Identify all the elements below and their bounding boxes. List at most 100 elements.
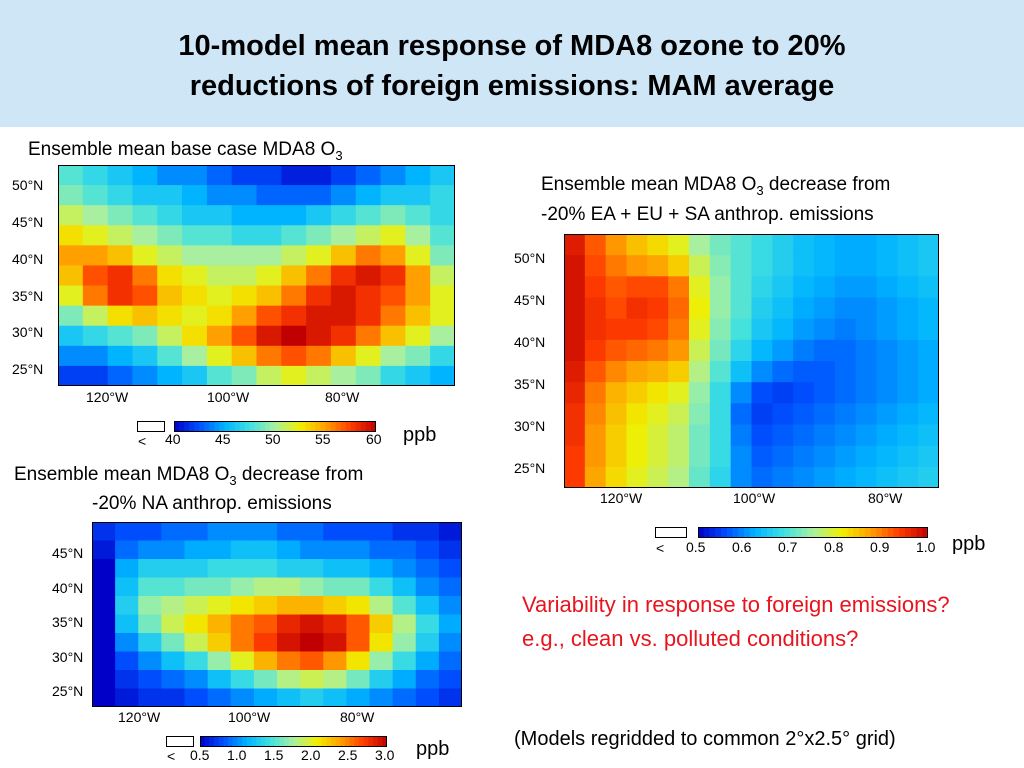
panel1-colorbar	[174, 421, 376, 432]
panel3-colorbar-swatch	[801, 527, 808, 538]
panel3-heatmap-cell	[876, 297, 898, 320]
panel2-heatmap-cell	[392, 633, 417, 653]
panel3-heatmap-cell	[793, 361, 815, 383]
panel2-colorbar-tick: 1.0	[227, 747, 247, 763]
panel1-heatmap-cell	[107, 345, 134, 367]
panel3-heatmap-cell	[605, 234, 628, 256]
panel1-heatmap-cell	[206, 285, 233, 307]
panel1-heatmap-cell	[330, 305, 357, 327]
panel1-heatmap-cell	[380, 345, 406, 367]
panel3-heatmap-cell	[918, 276, 939, 299]
panel1-heatmap-cell	[206, 205, 233, 226]
panel2-heatmap-cell	[323, 633, 347, 653]
panel2-heatmap-cell	[300, 596, 324, 616]
panel3-colorbar-swatch	[864, 527, 871, 538]
panel3-colorbar-frame	[698, 527, 928, 538]
panel2-heatmap-cell	[253, 633, 278, 653]
panel2-heatmap-cell	[115, 540, 139, 560]
panel3-heatmap-cell	[814, 361, 836, 383]
panel2-colorbar-swatch	[330, 736, 337, 747]
panel1-heatmap-cell	[430, 225, 455, 246]
panel2-caption: Ensemble mean MDA8 O3 decrease from	[14, 462, 363, 494]
panel3-colorbar-swatch	[922, 527, 928, 538]
panel3-heatmap-cell	[668, 234, 690, 256]
panel1-heatmap-cell	[231, 225, 258, 246]
panel1-colorbar-below-box	[137, 421, 165, 432]
panel3-heatmap-cell	[751, 445, 773, 468]
panel1-colorbar-below-label: <	[138, 433, 147, 449]
panel1-heatmap-cell	[82, 285, 109, 307]
panel1-colorbar-swatch	[285, 421, 291, 432]
panel2-heatmap-cell	[115, 688, 139, 707]
panel3-colorbar-swatch	[738, 527, 745, 538]
panel2-heatmap-cell	[138, 688, 162, 707]
panel1-heatmap-cell	[430, 265, 455, 287]
panel2-heatmap-cell	[369, 670, 394, 690]
panel2-heatmap-cell	[207, 540, 232, 560]
panel2-heatmap-cell	[415, 633, 440, 653]
panel1-colorbar-swatch	[320, 421, 326, 432]
panel2-heatmap-cell	[161, 688, 186, 707]
panel3-heatmap-cell	[668, 466, 690, 488]
panel2-heatmap-cell	[253, 688, 278, 707]
panel1-heatmap-cell	[58, 305, 84, 327]
panel1-heatmap-cell	[430, 205, 455, 226]
panel3-heatmap-cell	[730, 424, 753, 447]
panel3-heatmap-cell	[564, 276, 586, 299]
panel1-heatmap-cell	[330, 185, 357, 206]
panel3-heatmap-cell	[834, 339, 857, 362]
panel3-heatmap-cell	[730, 445, 753, 468]
panel1-heatmap-cell	[380, 305, 406, 327]
panel1-heatmap-cell	[281, 345, 307, 367]
panel2-heatmap-cell	[323, 522, 347, 542]
panel2-heatmap-cell	[415, 688, 440, 707]
panel1-caption: Ensemble mean base case MDA8 O3	[28, 137, 343, 169]
panel1-heatmap-cell	[132, 345, 158, 367]
panel3-colorbar-swatch	[778, 527, 785, 538]
panel1-heatmap-cell	[430, 305, 455, 327]
panel1-xtick: 80°W	[325, 389, 360, 405]
panel3-ytick: 50°N	[514, 250, 546, 266]
panel3-heatmap-cell	[730, 276, 753, 299]
panel3-heatmap-cell	[626, 382, 648, 404]
panel1-heatmap-cell	[231, 345, 258, 367]
panel3-heatmap-cell	[793, 466, 815, 488]
panel3-ytick: 25°N	[514, 460, 546, 476]
panel3-colorbar-swatch	[905, 527, 912, 538]
panel3-heatmap-cell	[855, 297, 878, 320]
panel3-colorbar	[698, 527, 928, 538]
panel3-heatmap-cell	[584, 466, 607, 488]
panel3-heatmap-cell	[689, 445, 711, 468]
panel3-heatmap-cell	[689, 361, 711, 383]
panel3-heatmap-cell	[709, 403, 732, 426]
regrid-note: (Models regridded to common 2°x2.5° grid…	[514, 728, 896, 750]
panel2-heatmap-cell	[277, 651, 301, 671]
panel2-ytick: 40°N	[52, 580, 84, 596]
panel3-heatmap-cell	[626, 403, 648, 426]
panel3-colorbar-swatch	[726, 527, 733, 538]
panel3-heatmap-cell	[834, 318, 857, 341]
panel2-heatmap-cell	[277, 614, 301, 634]
panel1-heatmap-cell	[281, 205, 307, 226]
panel2-heatmap-cell	[369, 577, 394, 597]
panel2-heatmap-cell	[230, 577, 255, 597]
panel3-heatmap-cell	[584, 339, 607, 362]
panel2-colorbar-swatch	[349, 736, 355, 747]
panel2-heatmap-cell	[161, 596, 186, 616]
panel3-caption: Ensemble mean MDA8 O3 decrease from	[541, 172, 890, 204]
panel1-heatmap-cell	[430, 325, 455, 347]
panel1-heatmap-cell	[306, 365, 332, 386]
panel3-heatmap-cell	[689, 318, 711, 341]
panel2-heatmap-cell	[161, 522, 186, 542]
panel3-heatmap-cell	[668, 255, 690, 277]
panel2-heatmap-cell	[346, 651, 371, 671]
panel2-heatmap-cell	[115, 651, 139, 671]
panel3-heatmap-cell	[730, 361, 753, 383]
panel1-heatmap-cell	[132, 185, 158, 206]
panel2-heatmap-cell	[300, 540, 324, 560]
panel1-heatmap-cell	[281, 265, 307, 287]
panel2-colorbar-swatch	[209, 736, 215, 747]
panel2-heatmap-cell	[438, 633, 462, 653]
panel1-heatmap-cell	[281, 365, 307, 386]
panel1-heatmap-cell	[430, 365, 455, 386]
